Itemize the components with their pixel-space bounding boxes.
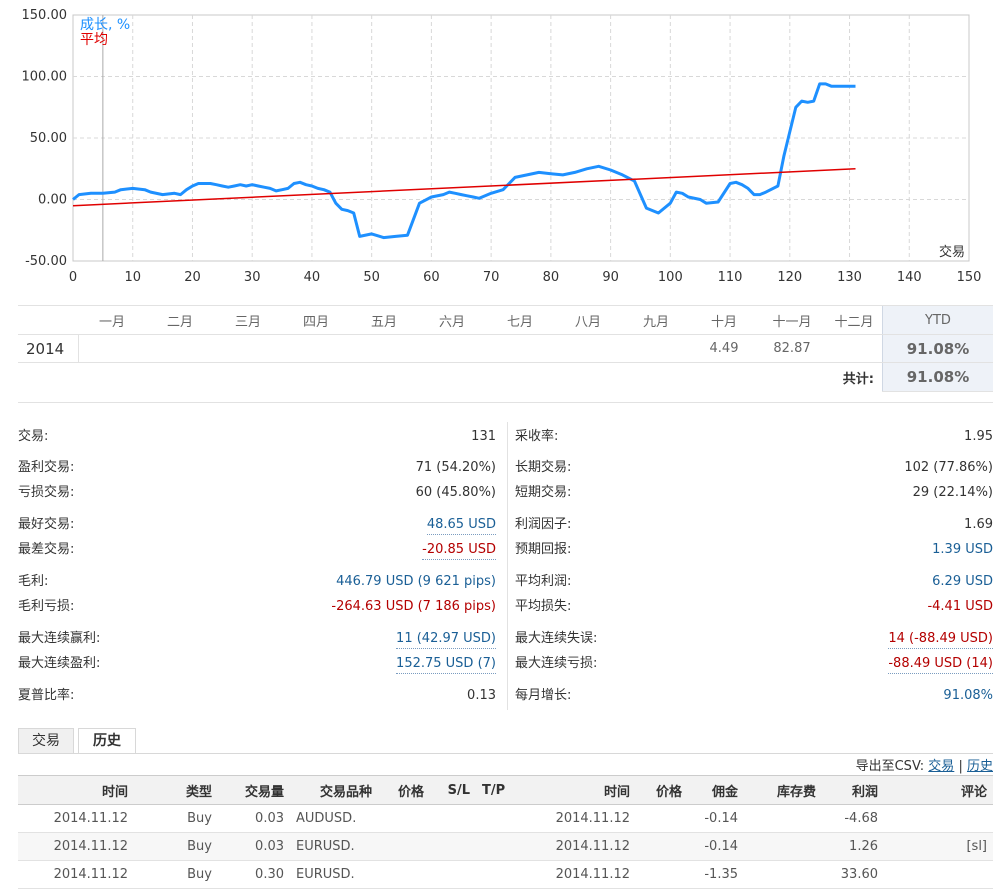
month-header: 十月: [690, 305, 758, 335]
stat-gross-profit: 毛利: 446.79 USD (9 621 pips): [18, 574, 496, 589]
y-tick-label: 50.00: [30, 131, 67, 146]
history-table: 时间 类型 交易量 交易品种 价格 S/L T/P 时间 价格 佣金 库存费 利…: [18, 775, 993, 889]
stat-profit-factor: 利润因子: 1.69: [515, 517, 993, 532]
stat-avg-loss: 平均损失: -4.41 USD: [515, 599, 993, 614]
col-open-time[interactable]: 时间: [18, 775, 134, 805]
x-tick-label: 110: [718, 270, 743, 285]
ytd-value: 91.08%: [882, 334, 993, 363]
month-header: 六月: [418, 305, 486, 335]
month-header: 十二月: [826, 305, 883, 335]
monthly-total-row: 共计: 91.08%: [18, 362, 993, 392]
history-header-row: 时间 类型 交易量 交易品种 价格 S/L T/P 时间 价格 佣金 库存费 利…: [18, 775, 993, 805]
x-tick-label: 120: [777, 270, 802, 285]
x-tick-label: 60: [423, 270, 440, 285]
csv-separator: |: [958, 759, 963, 774]
table-row[interactable]: 2014.11.12 Buy 0.30 EURUSD. 2014.11.12 -…: [18, 860, 993, 889]
month-header: 四月: [282, 305, 350, 335]
csv-history-link[interactable]: 历史: [966, 759, 993, 774]
col-open-price[interactable]: 价格: [378, 775, 430, 805]
col-sl[interactable]: S/L: [430, 775, 476, 805]
month-value-nov: 82.87: [758, 334, 826, 363]
legend-entry: 平均: [80, 32, 108, 48]
growth-chart: 150.00 100.00 50.00 0.00 -50.000 10 20 30 40 50 60…: [22, 8, 982, 285]
stat-recovery: 采收率: 1.95: [515, 429, 993, 444]
month-header: 三月: [214, 305, 282, 335]
divider: [18, 402, 993, 403]
monthly-table: 一月 二月 三月 四月 五月 六月 七月 八月 九月 十月 十一月 十二月 YT…: [18, 305, 993, 392]
monthly-year-row: 2014 4.49 82.87 91.08%: [18, 334, 993, 363]
y-tick-label: 0.00: [38, 193, 67, 208]
col-commission[interactable]: 佣金: [688, 775, 744, 805]
stat-max-consec-wins[interactable]: 最大连续赢利: 11 (42.97 USD): [18, 630, 496, 649]
col-type[interactable]: 类型: [134, 775, 218, 805]
x-tick-label: 90: [602, 270, 619, 285]
col-volume[interactable]: 交易量: [218, 775, 290, 805]
stat-profit-trades: 盈利交易: 71 (54.20%): [18, 460, 496, 475]
legend-entry: 成长, %: [80, 17, 130, 33]
x-tick-label: 10: [124, 270, 141, 285]
x-tick-label: 70: [483, 270, 500, 285]
y-tick-label: 150.00: [22, 8, 68, 23]
stat-monthly-growth: 每月增长: 91.08%: [515, 688, 993, 703]
col-profit[interactable]: 利润: [822, 775, 884, 805]
stats-divider: [507, 422, 508, 710]
stat-expected-payoff: 预期回报: 1.39 USD: [515, 542, 993, 557]
x-tick-label: 20: [184, 270, 201, 285]
col-symbol[interactable]: 交易品种: [290, 775, 378, 805]
y-tick-label: 100.00: [22, 70, 68, 85]
col-close-time[interactable]: 时间: [522, 775, 636, 805]
csv-export: 导出至CSV: 交易 | 历史: [856, 755, 993, 774]
stat-max-consec-loss[interactable]: 最大连续亏损: -88.49 USD (14): [515, 655, 993, 674]
month-header: 九月: [622, 305, 690, 335]
total-label: 共计:: [842, 371, 874, 387]
total-value: 91.08%: [882, 362, 993, 392]
month-header: 七月: [486, 305, 554, 335]
tab-history[interactable]: 历史: [78, 728, 136, 754]
stat-worst-trade[interactable]: 最差交易: -20.85 USD: [18, 541, 496, 560]
stat-short-trades: 短期交易: 29 (22.14%): [515, 485, 993, 500]
x-tick-label: 100: [658, 270, 683, 285]
stat-loss-trades: 亏损交易: 60 (45.80%): [18, 485, 496, 500]
tab-trades[interactable]: 交易: [18, 728, 74, 753]
stat-max-consec-losses[interactable]: 最大连续失误: 14 (-88.49 USD): [515, 630, 993, 649]
monthly-header-row: 一月 二月 三月 四月 五月 六月 七月 八月 九月 十月 十一月 十二月 YT…: [18, 305, 993, 335]
csv-label: 导出至CSV:: [855, 759, 925, 774]
tab-underline: [18, 753, 993, 754]
x-tick-label: 30: [244, 270, 261, 285]
month-header: 五月: [350, 305, 418, 335]
x-tick-label: 150: [957, 270, 982, 285]
x-tick-label: 50: [363, 270, 380, 285]
col-comment[interactable]: 评论: [884, 775, 993, 805]
stat-sharpe: 夏普比率: 0.13: [18, 688, 496, 703]
csv-trades-link[interactable]: 交易: [928, 759, 955, 774]
average-series-line: [72, 168, 856, 207]
year-label: 2014: [18, 334, 78, 363]
month-header: 二月: [146, 305, 214, 335]
x-tick-label: 0: [69, 270, 77, 285]
col-swap[interactable]: 库存费: [744, 775, 822, 805]
stat-long-trades: 长期交易: 102 (77.86%): [515, 460, 993, 475]
stat-trades: 交易: 131: [18, 429, 496, 444]
x-tick-label: 80: [543, 270, 560, 285]
y-tick-label: -50.00: [25, 254, 67, 269]
growth-series-line: [72, 82, 856, 240]
x-axis-label: 交易: [939, 244, 965, 260]
x-tick-label: 130: [837, 270, 862, 285]
ytd-header: YTD: [882, 305, 993, 335]
stat-max-consec-profit[interactable]: 最大连续盈利: 152.75 USD (7): [18, 655, 496, 674]
stat-gross-loss: 毛利亏损: -264.63 USD (7 186 pips): [18, 599, 496, 614]
table-row[interactable]: 2014.11.12 Buy 0.03 AUDUSD. 2014.11.12 -…: [18, 804, 993, 833]
col-close-price[interactable]: 价格: [636, 775, 688, 805]
month-header: 一月: [78, 305, 146, 335]
month-header: 八月: [554, 305, 622, 335]
x-tick-label: 140: [897, 270, 922, 285]
month-header: 十一月: [758, 305, 826, 335]
x-tick-label: 40: [304, 270, 321, 285]
stat-best-trade[interactable]: 最好交易: 48.65 USD: [18, 516, 496, 535]
table-row[interactable]: 2014.11.12 Buy 0.03 EURUSD. 2014.11.12 -…: [18, 832, 993, 861]
col-tp[interactable]: T/P: [476, 775, 522, 805]
stat-avg-profit: 平均利润: 6.29 USD: [515, 574, 993, 589]
month-value-oct: 4.49: [690, 334, 758, 363]
